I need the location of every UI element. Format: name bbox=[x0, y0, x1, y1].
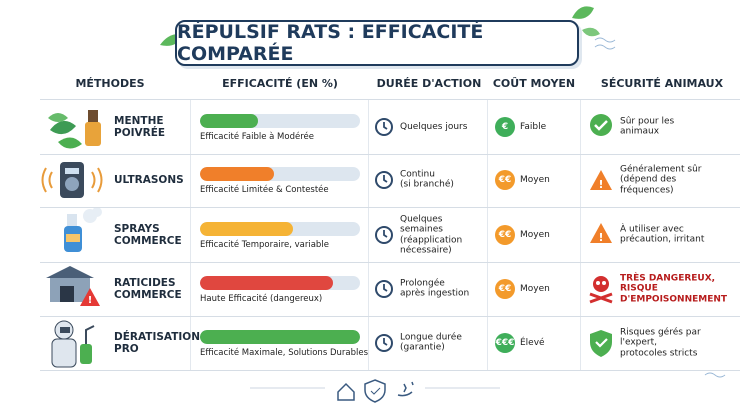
method-name: SPRAYS COMMERCE bbox=[114, 222, 182, 247]
efficacy-bar bbox=[200, 330, 360, 344]
safety: Risques gérés par l'expert, protocoles s… bbox=[620, 327, 701, 359]
safety: Généralement sûr (dépend des fréquences) bbox=[620, 164, 702, 196]
separator bbox=[40, 99, 740, 100]
efficacy-label: Haute Efficacité (dangereux) bbox=[200, 294, 323, 304]
cost: Moyen bbox=[520, 283, 550, 294]
column-header: DURÉE D'ACTION bbox=[376, 77, 482, 90]
clock-icon bbox=[375, 226, 393, 244]
clock-icon bbox=[375, 280, 393, 298]
duration: Continu (si branché) bbox=[400, 169, 454, 190]
efficacy-bar bbox=[200, 222, 293, 236]
efficacy-track bbox=[200, 114, 360, 128]
cost-badge: €€ bbox=[495, 279, 515, 299]
efficacy-track bbox=[200, 167, 360, 181]
safety: TRÈS DANGEREUX, RISQUE D'EMPOISONNEMENT bbox=[620, 273, 728, 305]
duration: Quelques jours bbox=[400, 121, 468, 132]
column-divider bbox=[580, 100, 581, 370]
method-name: MENTHE POIVRÉE bbox=[114, 114, 166, 139]
column-header: EFFICACITÉ (EN %) bbox=[222, 77, 338, 90]
separator bbox=[40, 154, 740, 155]
efficacy-bar bbox=[200, 167, 274, 181]
title: RÉPULSIF RATS : EFFICACITÉ COMPARÉE bbox=[175, 20, 579, 66]
cost-badge: €€€ bbox=[495, 333, 515, 353]
efficacy-bar bbox=[200, 276, 333, 290]
separator bbox=[40, 207, 740, 208]
safety: Sûr pour les animaux bbox=[620, 116, 675, 137]
column-divider bbox=[487, 100, 488, 370]
cost: Moyen bbox=[520, 229, 550, 240]
safety: À utiliser avec précaution, irritant bbox=[620, 224, 705, 245]
efficacy-label: Efficacité Faible à Modérée bbox=[200, 132, 314, 142]
clock-icon bbox=[375, 171, 393, 189]
cost-badge: € bbox=[495, 117, 515, 137]
efficacy-track bbox=[200, 330, 360, 344]
svg-text:!: ! bbox=[598, 178, 603, 191]
efficacy-track bbox=[200, 222, 360, 236]
separator bbox=[40, 316, 740, 317]
svg-text:!: ! bbox=[598, 231, 603, 244]
separator bbox=[40, 262, 740, 263]
method-name: RATICIDES COMMERCE bbox=[114, 276, 182, 301]
duration: Quelques semaines (réapplication nécessa… bbox=[400, 214, 463, 256]
clock-icon bbox=[375, 334, 393, 352]
duration: Longue durée (garantie) bbox=[400, 332, 462, 353]
cost-badge: €€ bbox=[495, 170, 515, 190]
column-divider bbox=[190, 100, 191, 370]
duration: Prolongée après ingestion bbox=[400, 278, 470, 299]
cost: Élevé bbox=[520, 337, 545, 348]
column-divider bbox=[368, 100, 369, 370]
efficacy-bar bbox=[200, 114, 258, 128]
svg-text:!: ! bbox=[88, 295, 93, 306]
cost: Moyen bbox=[520, 174, 550, 185]
method-name: ULTRASONS bbox=[114, 173, 184, 186]
clock-icon bbox=[375, 118, 393, 136]
column-header: COÛT MOYEN bbox=[492, 77, 576, 90]
column-header: MÉTHODES bbox=[75, 77, 145, 90]
efficacy-label: Efficacité Temporaire, variable bbox=[200, 240, 329, 250]
cost: Faible bbox=[520, 121, 547, 132]
column-header: SÉCURITÉ ANIMAUX bbox=[600, 77, 724, 90]
separator bbox=[40, 370, 740, 371]
method-name: DÉRATISATION PRO bbox=[114, 330, 201, 355]
efficacy-track bbox=[200, 276, 360, 290]
cost-badge: €€ bbox=[495, 225, 515, 245]
efficacy-label: Efficacité Maximale, Solutions Durables bbox=[200, 348, 368, 358]
efficacy-label: Efficacité Limitée & Contestée bbox=[200, 185, 329, 195]
